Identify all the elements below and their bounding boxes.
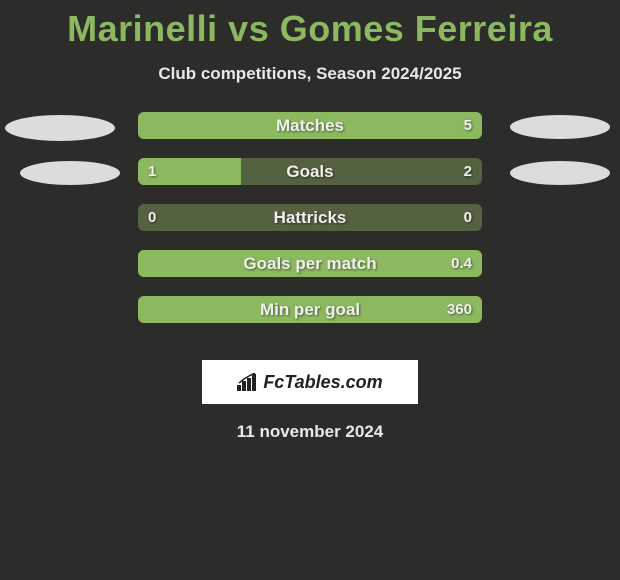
player-ellipse-right-0 — [510, 115, 610, 139]
comparison-infographic: Marinelli vs Gomes Ferreira Club competi… — [0, 0, 620, 580]
stat-bar: 5Matches — [138, 112, 482, 139]
bar-label: Goals — [138, 158, 482, 185]
bars-container: 5Matches 12Goals 00Hattricks 0.4Goals per m… — [138, 112, 482, 342]
player-ellipse-left-1 — [20, 161, 120, 185]
page-title: Marinelli vs Gomes Ferreira — [0, 0, 620, 50]
stat-bar: 0.4Goals per match — [138, 250, 482, 277]
stat-bar: 00Hattricks — [138, 204, 482, 231]
logo-box: FcTables.com — [202, 360, 418, 404]
logo-text: FcTables.com — [263, 372, 382, 393]
bar-label: Matches — [138, 112, 482, 139]
stat-bar: 12Goals — [138, 158, 482, 185]
subtitle: Club competitions, Season 2024/2025 — [0, 64, 620, 84]
date-label: 11 november 2024 — [0, 422, 620, 442]
logo-chart-icon — [237, 373, 259, 391]
bar-label: Goals per match — [138, 250, 482, 277]
logo: FcTables.com — [237, 372, 382, 393]
stat-bar: 360Min per goal — [138, 296, 482, 323]
player-ellipse-left-0 — [5, 115, 115, 141]
bar-label: Hattricks — [138, 204, 482, 231]
player-ellipse-right-1 — [510, 161, 610, 185]
bar-label: Min per goal — [138, 296, 482, 323]
chart-area: 5Matches 12Goals 00Hattricks 0.4Goals per m… — [0, 112, 620, 342]
